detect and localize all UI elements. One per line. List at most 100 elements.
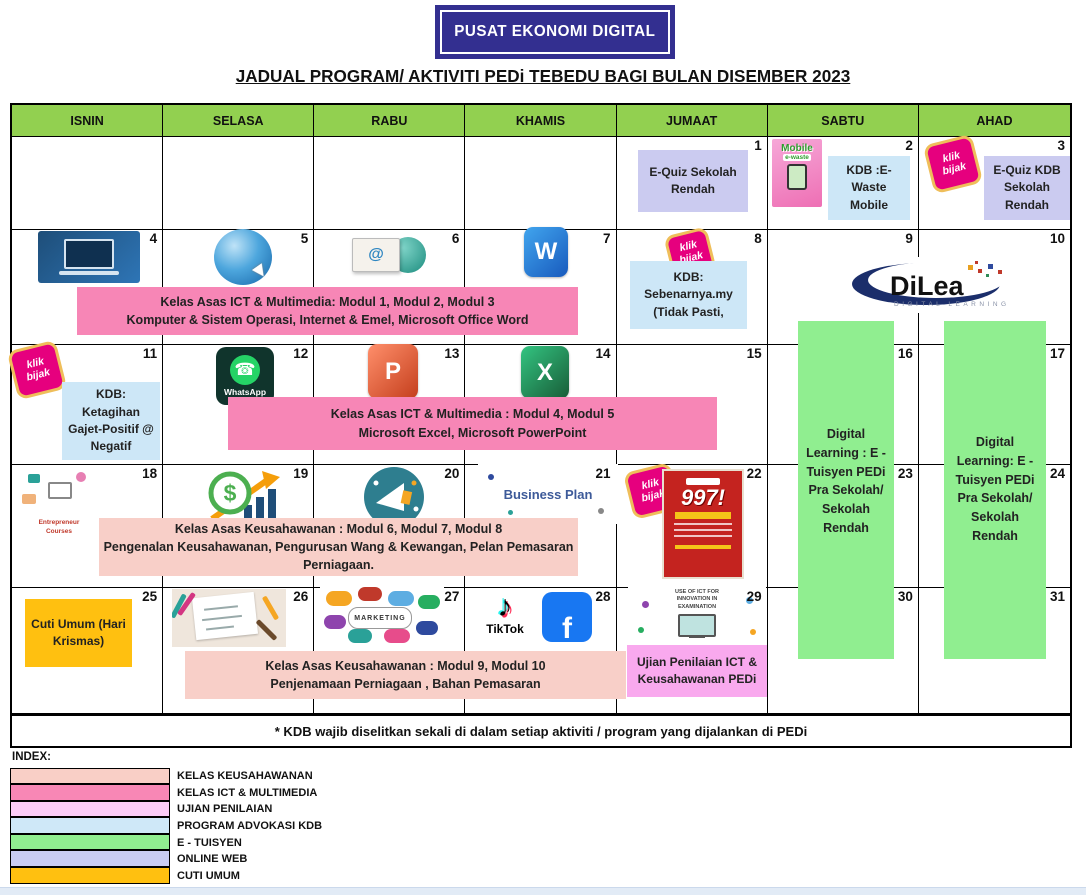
poster-line — [674, 529, 732, 532]
legend-swatch-online-web — [10, 850, 170, 868]
logo-border: PUSAT EKONOMI DIGITAL — [440, 10, 670, 54]
etuisyen-ahad-post: Pra Sekolah/ Sekolah Rendah — [957, 491, 1033, 543]
banner-line: Penjenamaan Perniagaan , Bahan Pemasaran — [270, 677, 541, 691]
day-number: 5 — [300, 231, 309, 246]
facebook-letter: f — [562, 612, 572, 643]
decorative-dot — [750, 629, 756, 635]
mobile-ewaste-poster-icon: Mobile e-waste — [772, 139, 822, 207]
bottom-strip — [0, 887, 1086, 895]
marketing-label: MARKETING — [354, 614, 406, 622]
email-globe-icon: @ — [346, 229, 432, 281]
day-header-rabu: RABU — [314, 105, 466, 137]
whatsapp-label: WhatsApp — [223, 387, 267, 397]
svg-text:DIGITAL LEARNING: DIGITAL LEARNING — [894, 301, 1010, 308]
day-number: 26 — [293, 589, 309, 604]
speech-bubble — [324, 615, 346, 629]
legend-row: CUTI UMUM — [10, 867, 322, 885]
decorative-dot — [638, 627, 644, 633]
legend-swatch-ujian-penilaian — [10, 800, 170, 818]
speech-bubble — [388, 591, 414, 606]
laptop-screen — [64, 239, 114, 269]
event-text: Cuti Umum (Hari Krismas) — [31, 616, 126, 648]
day-header-selasa: SELASA — [163, 105, 315, 137]
legend-row: ONLINE WEB — [10, 850, 322, 868]
day-number: 17 — [1049, 346, 1065, 361]
pencil — [255, 619, 278, 641]
microsoft-word-icon: W — [524, 227, 568, 277]
legend-label: KELAS KEUSAHAWANAN — [177, 770, 313, 783]
legend-row: PROGRAM ADVOKASI KDB — [10, 817, 323, 835]
day-number: 13 — [444, 346, 460, 361]
event-text: E-Quiz KDB Sekolah Rendah — [993, 162, 1061, 212]
event-cuti-umum: Cuti Umum (Hari Krismas) — [25, 599, 132, 667]
banner-line: Kelas Asas ICT & Multimedia : Modul 4, M… — [330, 407, 615, 422]
excel-letter: X — [536, 358, 553, 386]
doodle-dot — [488, 474, 494, 480]
phone-glyph: ☎ — [234, 360, 256, 379]
legend-swatch-keusahawanan — [10, 767, 170, 785]
legend-swatch-advokasi-kdb — [10, 817, 170, 834]
event-text: Negatif — [90, 439, 132, 454]
day-header-sabtu: SABTU — [767, 105, 919, 137]
speech-bubble — [358, 587, 382, 601]
event-equiz-sekolah-rendah: E-Quiz Sekolah Rendah — [638, 150, 748, 212]
etuisyen-sabtu-text: Digital Learning : E - Tuisyen PEDi Pra … — [806, 427, 886, 535]
day-number: 31 — [1049, 589, 1065, 604]
event-text: Ketagihan — [81, 404, 140, 419]
doodle-shape — [28, 474, 40, 483]
speech-bubble — [348, 629, 372, 643]
envelope-icon: @ — [352, 238, 400, 272]
event-text: Mobile — [850, 197, 888, 212]
banner-kelas-keusahawanan-modul-6-8: Kelas Asas Keusahawanan : Modul 6, Modul… — [99, 518, 578, 576]
banner-line: Kelas Asas ICT & Multimedia: Modul 1, Mo… — [160, 294, 495, 309]
etuisyen-bar-ahad: Digital Learning: E - Tuisyen PEDi Pra S… — [944, 321, 1046, 659]
monitor-stand — [689, 635, 705, 638]
event-ujian-penilaian: Ujian Penilaian ICT & Keusahawanan PEDi — [627, 645, 767, 697]
legend-swatch-e-tuisyen — [10, 833, 170, 851]
legend-label: E - TUISYEN — [177, 836, 242, 849]
day-number: 22 — [746, 466, 762, 481]
decorative-dot — [642, 601, 649, 608]
day-number: 3 — [1057, 138, 1065, 153]
day-number: 24 — [1049, 466, 1065, 481]
event-text: E-Quiz Sekolah Rendah — [649, 164, 737, 196]
day-cell-empty — [465, 137, 617, 230]
legend-swatch-cuti-umum — [10, 867, 170, 884]
day-number: 19 — [293, 466, 309, 481]
day-header-jumaat: JUMAAT — [616, 105, 768, 137]
day-number: 12 — [293, 346, 309, 361]
event-text: Ujian Penilaian ICT & Keusahawanan PEDi — [636, 654, 758, 686]
phone-shape — [787, 164, 807, 190]
dilea-logo-graphic: DiLea DIGITAL LEARNING — [852, 261, 1010, 308]
pencil — [261, 595, 280, 621]
entrepreneur-caption: Entrepreneur Courses — [38, 519, 80, 535]
marketing-megaphone-icon — [362, 465, 426, 529]
megaphone-graphic — [364, 467, 424, 527]
legend-row: KELAS ICT & MULTIMEDIA — [10, 784, 322, 802]
powerpoint-letter: P — [384, 357, 401, 385]
kdb-note-text: * KDB wajib diselitkan sekali di dalam s… — [274, 723, 808, 739]
svg-text:DiLea: DiLea — [890, 271, 965, 301]
legend-title: INDEX: — [12, 751, 51, 763]
mobile-ewaste-title: Mobile — [781, 143, 813, 154]
day-number: 1 — [754, 138, 762, 153]
day-number: 21 — [595, 466, 611, 481]
day-number: 23 — [897, 466, 913, 481]
legend-label: PROGRAM ADVOKASI KDB — [177, 820, 323, 833]
day-header-ahad: AHAD — [918, 105, 1070, 137]
logo-text: PUSAT EKONOMI DIGITAL — [454, 23, 656, 40]
dilea-digital-learning-logo: DiLea DIGITAL LEARNING — [838, 257, 1030, 313]
banner-line: Kelas Asas Keusahawanan : Modul 9, Modul… — [265, 658, 546, 673]
event-text: KDB :E- — [846, 162, 892, 177]
computer-laptop-icon — [38, 231, 140, 283]
day-number: 7 — [603, 231, 611, 246]
etuisyen-ahad-pre: Digital — [975, 435, 1015, 449]
day-header-khamis: KHAMIS — [465, 105, 617, 137]
day-number: 10 — [1049, 231, 1065, 246]
tiktok-note-glyph: ♪ — [497, 590, 513, 623]
doodle-dot — [508, 510, 513, 515]
poster-yellow-bar — [674, 545, 732, 550]
money-growth-graphic: $ — [208, 471, 280, 523]
banner-line: Microsoft Excel, Microsoft PowerPoint — [358, 425, 587, 440]
banner-kelas-ict-modul-1-3: Kelas Asas ICT & Multimedia: Modul 1, Mo… — [77, 287, 578, 335]
